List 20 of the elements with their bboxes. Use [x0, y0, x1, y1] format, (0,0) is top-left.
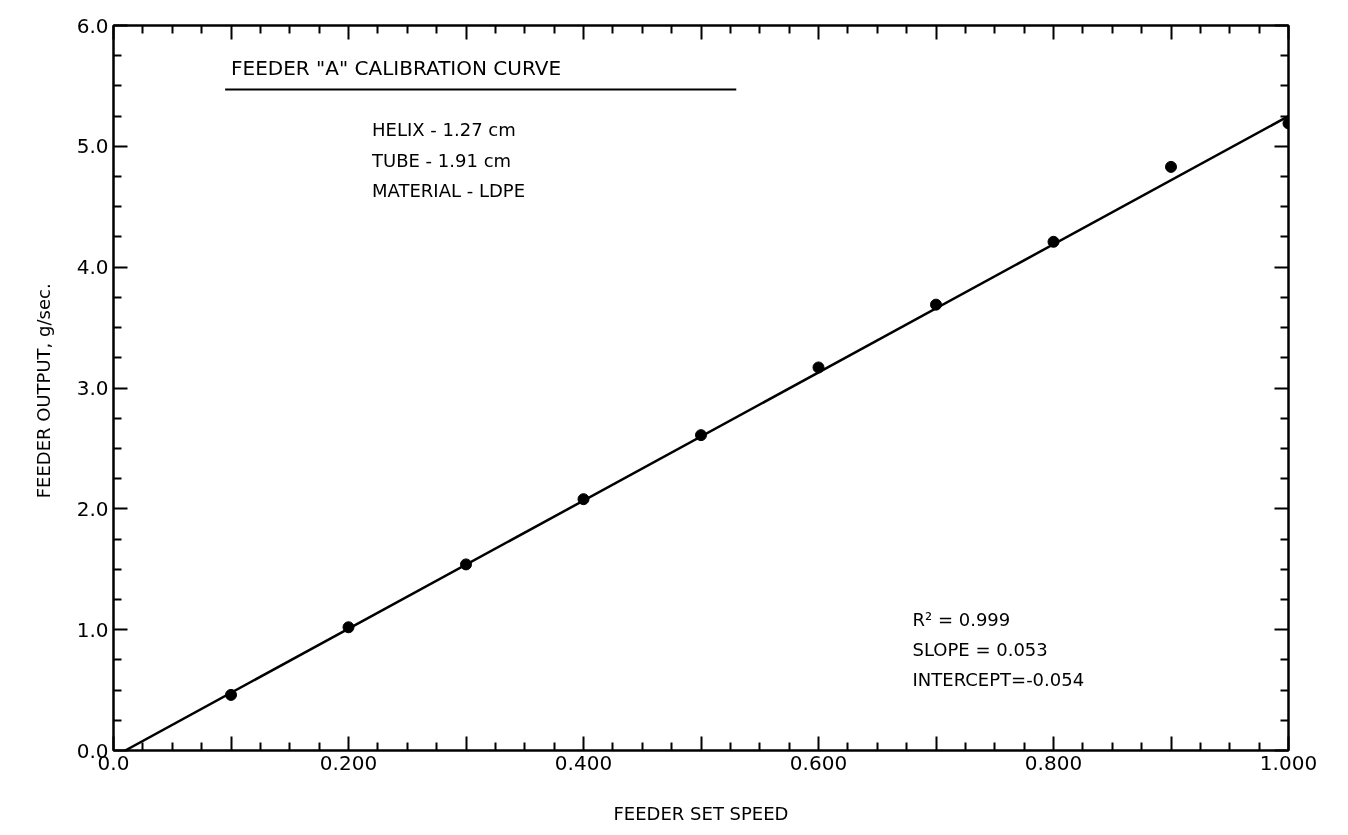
y-tick-label: 4.0	[76, 255, 109, 280]
x-tick-label: 1.000	[1259, 750, 1318, 775]
annotation: TUBE - 1.91 cm	[371, 149, 512, 171]
annotation: FEEDER "A" CALIBRATION CURVE	[231, 55, 562, 80]
annotation: MATERIAL - LDPE	[372, 179, 526, 201]
annotation: R² = 0.999	[912, 608, 1011, 630]
x-axis-title: FEEDER SET SPEED	[613, 802, 789, 824]
x-tick-label: 0.800	[1024, 750, 1083, 775]
y-tick-label: 5.0	[76, 134, 109, 159]
y-tick-label: 3.0	[76, 376, 109, 400]
x-tick-label: 0.200	[319, 750, 378, 775]
x-tick-label: 0.400	[554, 750, 613, 775]
annotation: HELIX - 1.27 cm	[372, 119, 516, 141]
annotation: INTERCEPT=-0.054	[912, 669, 1085, 691]
x-tick-label: 0.600	[789, 750, 848, 775]
annotation: SLOPE = 0.053	[912, 638, 1048, 660]
y-axis-title: FEEDER OUTPUT, g/sec.	[32, 283, 54, 499]
y-tick-label: 1.0	[76, 617, 109, 642]
y-tick-label: 2.0	[76, 496, 109, 521]
y-tick-label: 6.0	[76, 13, 109, 38]
